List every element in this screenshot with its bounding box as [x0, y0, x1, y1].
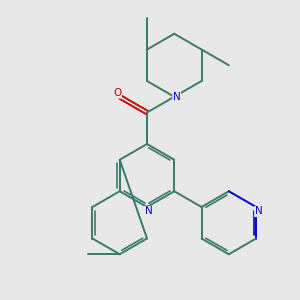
Text: N: N [173, 92, 181, 102]
Text: O: O [113, 88, 122, 98]
Text: N: N [255, 206, 262, 217]
Text: N: N [145, 206, 152, 217]
